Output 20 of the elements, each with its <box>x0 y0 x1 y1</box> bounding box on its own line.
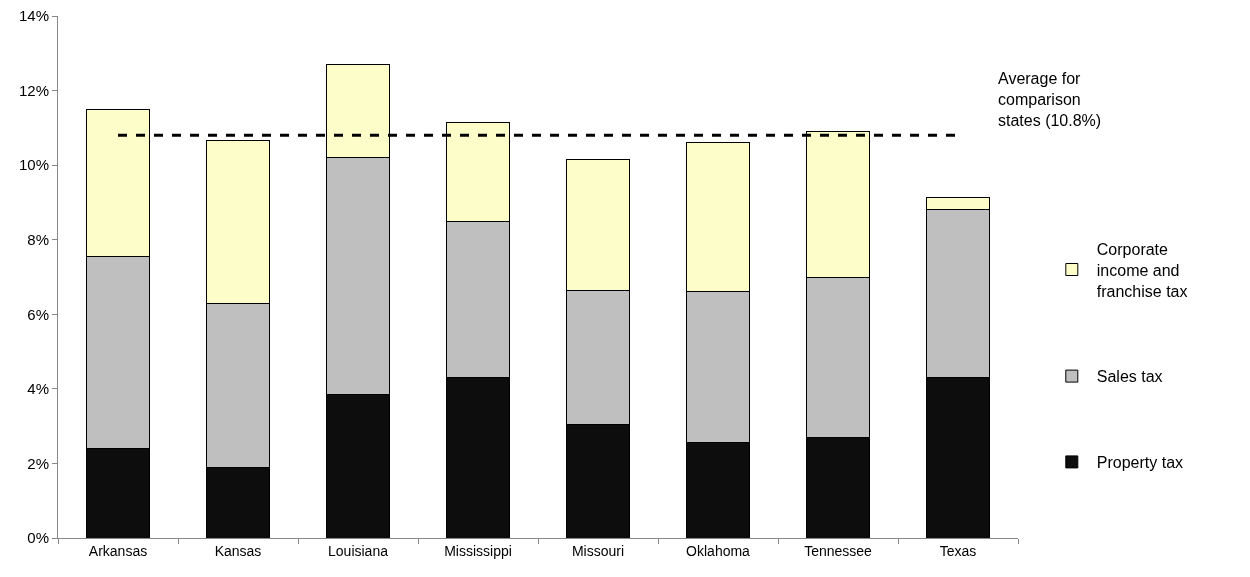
y-tick-label: 12% <box>18 81 49 99</box>
ref-line-label: Average for comparison states (10.8%) <box>998 70 1102 129</box>
x-tick-label: Louisiana <box>328 542 389 559</box>
y-tick-label: 10% <box>18 156 49 174</box>
x-tick-label: Missouri <box>571 542 625 559</box>
legend-label: Sales tax <box>1096 368 1163 386</box>
x-tick-label: Mississippi <box>444 542 512 559</box>
legend-label: Corporate income and franchise tax <box>1096 240 1188 300</box>
y-tick-label: 2% <box>27 454 49 472</box>
y-tick-label: 6% <box>27 305 49 323</box>
legend-label: Property tax <box>1096 454 1184 472</box>
y-tick-label: 4% <box>27 380 49 398</box>
y-tick-label: 0% <box>27 529 49 547</box>
x-tick-label: Oklahoma <box>686 542 751 559</box>
x-tick-label: Arkansas <box>88 542 148 559</box>
y-tick-label: 8% <box>27 230 49 248</box>
x-tick-label: Tennessee <box>804 542 873 559</box>
y-tick-label: 14% <box>18 7 49 25</box>
x-tick-label: Kansas <box>214 542 262 559</box>
x-tick-label: Texas <box>939 542 977 559</box>
